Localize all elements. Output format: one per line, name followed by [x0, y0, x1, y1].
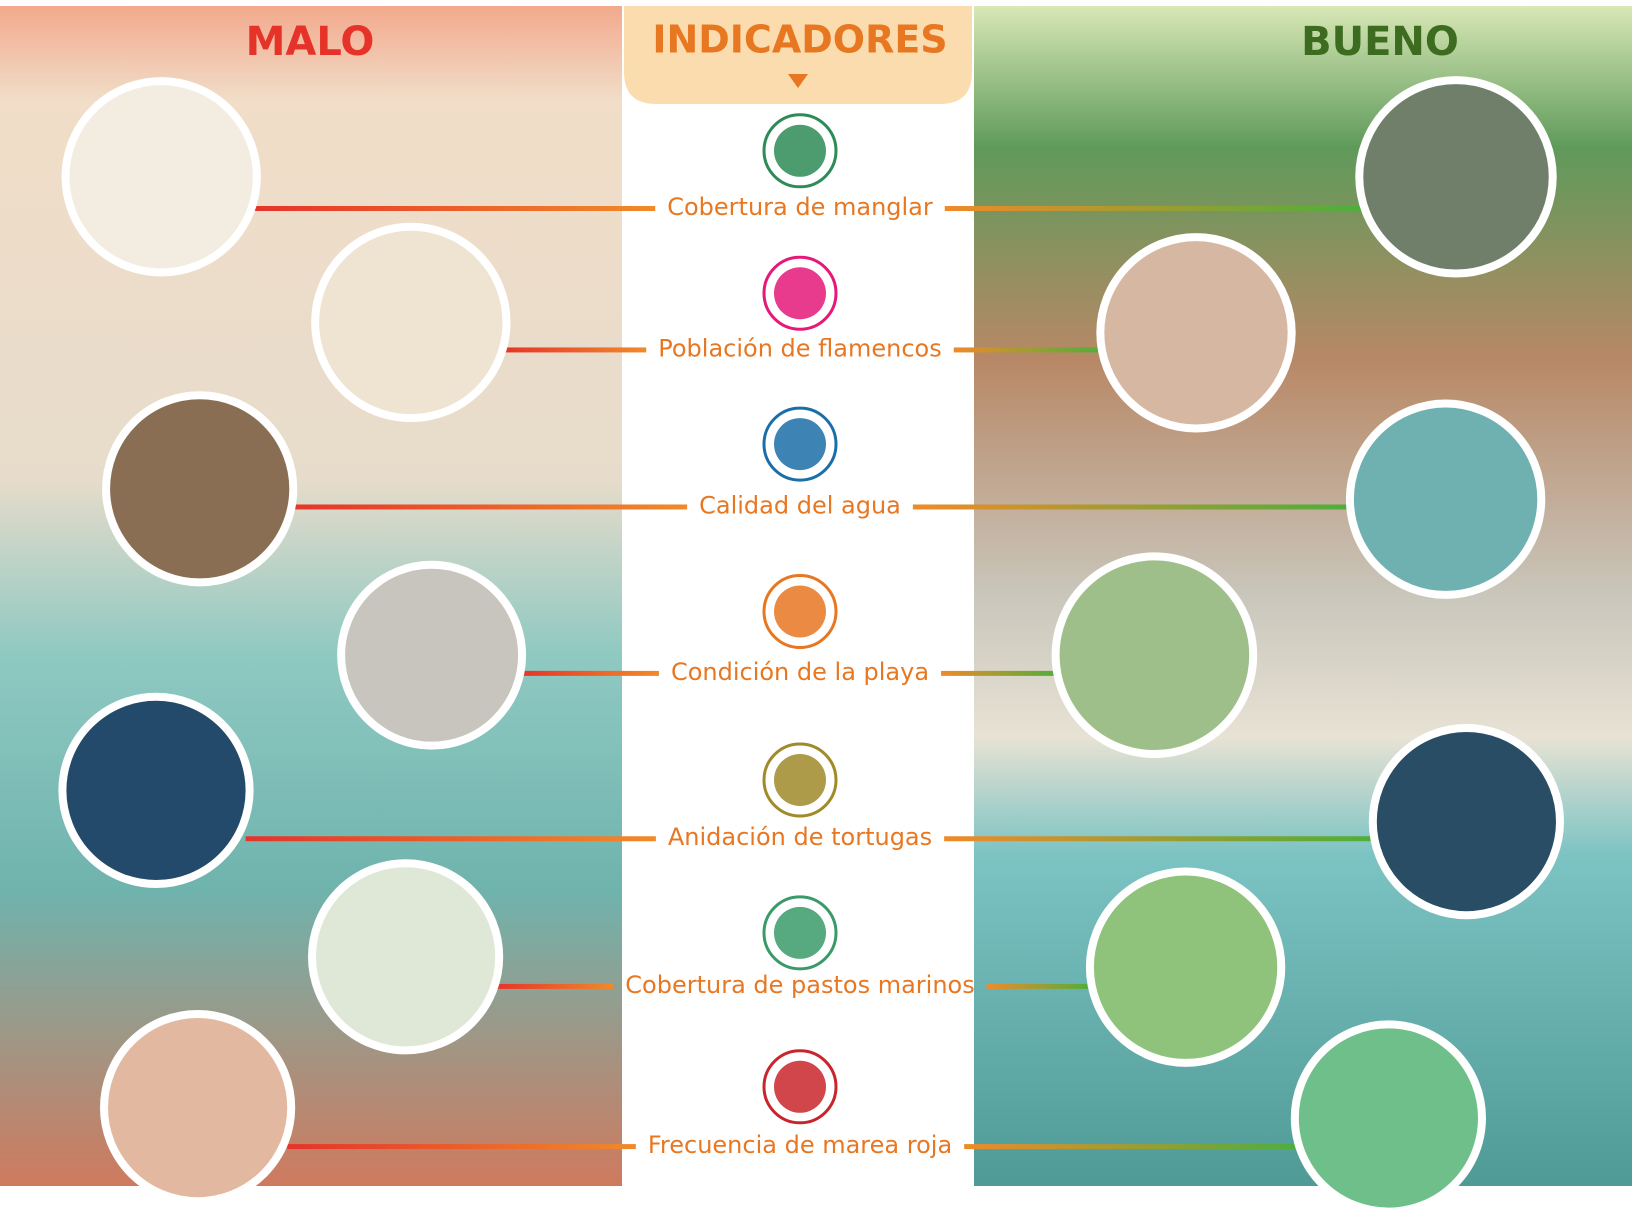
connector-line: [941, 670, 1060, 676]
good-illustration: [1355, 76, 1557, 278]
header-tab: [624, 6, 972, 104]
connector-line: [986, 983, 1094, 989]
connector-line: [495, 983, 614, 989]
center-title: INDICADORES: [652, 18, 947, 62]
bad-title: MALO: [246, 19, 375, 65]
indicator-label: Condición de la playa: [671, 658, 929, 686]
indicator-label: Población de flamencos: [658, 334, 942, 362]
connector-line: [953, 347, 1105, 353]
connector-line: [289, 504, 688, 510]
bad-illustration: [308, 859, 504, 1055]
good-illustration: [1290, 1020, 1486, 1215]
indicator-label: Calidad del agua: [699, 491, 901, 519]
bad-illustration: [337, 560, 527, 750]
icon-inner: [774, 1060, 826, 1113]
icon-inner: [774, 585, 826, 638]
connector-line: [502, 347, 647, 353]
icon-inner: [774, 267, 826, 320]
bad-illustration: [61, 77, 261, 277]
bad-illustration: [311, 222, 511, 423]
icon-inner: [774, 754, 826, 806]
indicator-label: Frecuencia de marea roja: [648, 1131, 952, 1159]
good-illustration: [1368, 724, 1565, 920]
connector-line: [912, 504, 1354, 510]
connector-line: [964, 1144, 1299, 1150]
icon-inner: [774, 906, 826, 959]
good-illustration: [1085, 867, 1286, 1067]
good-title: BUENO: [1301, 19, 1459, 65]
indicator-label: Cobertura de manglar: [667, 193, 933, 221]
icon-inner: [774, 418, 826, 471]
connector-line: [518, 670, 659, 676]
bad-illustration: [58, 692, 254, 889]
indicator-label: Anidación de tortugas: [668, 823, 932, 851]
good-illustration: [1345, 399, 1546, 599]
bad-illustration: [102, 391, 298, 587]
good-illustration: [1051, 552, 1258, 759]
arrow: [788, 74, 808, 88]
icon-inner: [774, 124, 826, 177]
connector-line: [245, 836, 656, 842]
good-illustration: [1096, 233, 1296, 433]
indicator-label: Cobertura de pastos marinos: [625, 971, 974, 999]
bad-illustration: [100, 1010, 296, 1206]
connector-line: [287, 1144, 636, 1150]
connector-line: [252, 206, 656, 211]
connector-line: [944, 836, 1377, 842]
connector-line: [944, 206, 1364, 211]
